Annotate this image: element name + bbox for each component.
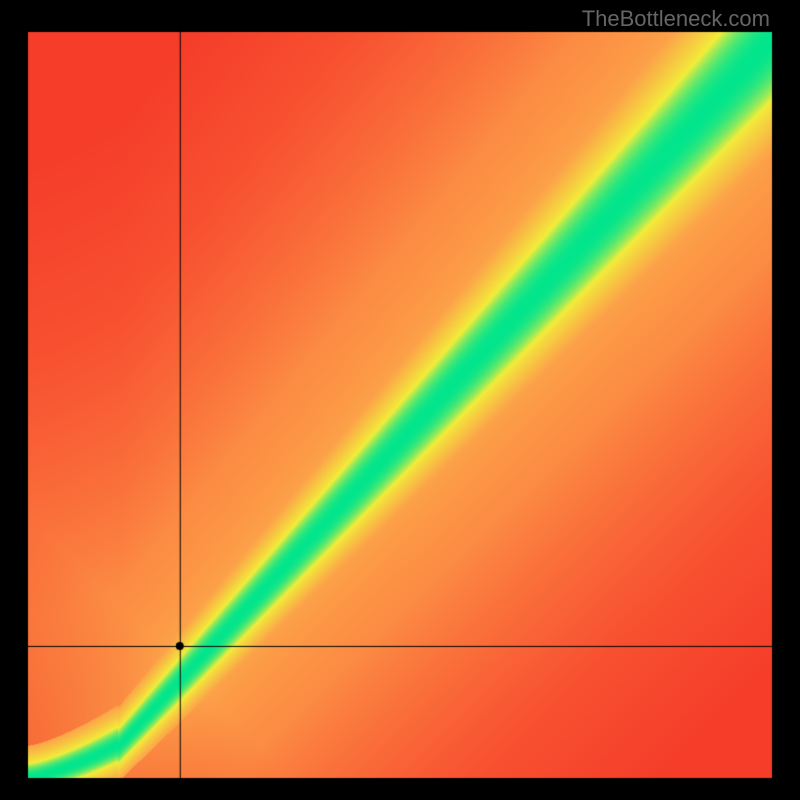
bottleneck-heatmap [0,0,800,800]
watermark-text: TheBottleneck.com [582,6,770,32]
chart-container: TheBottleneck.com [0,0,800,800]
